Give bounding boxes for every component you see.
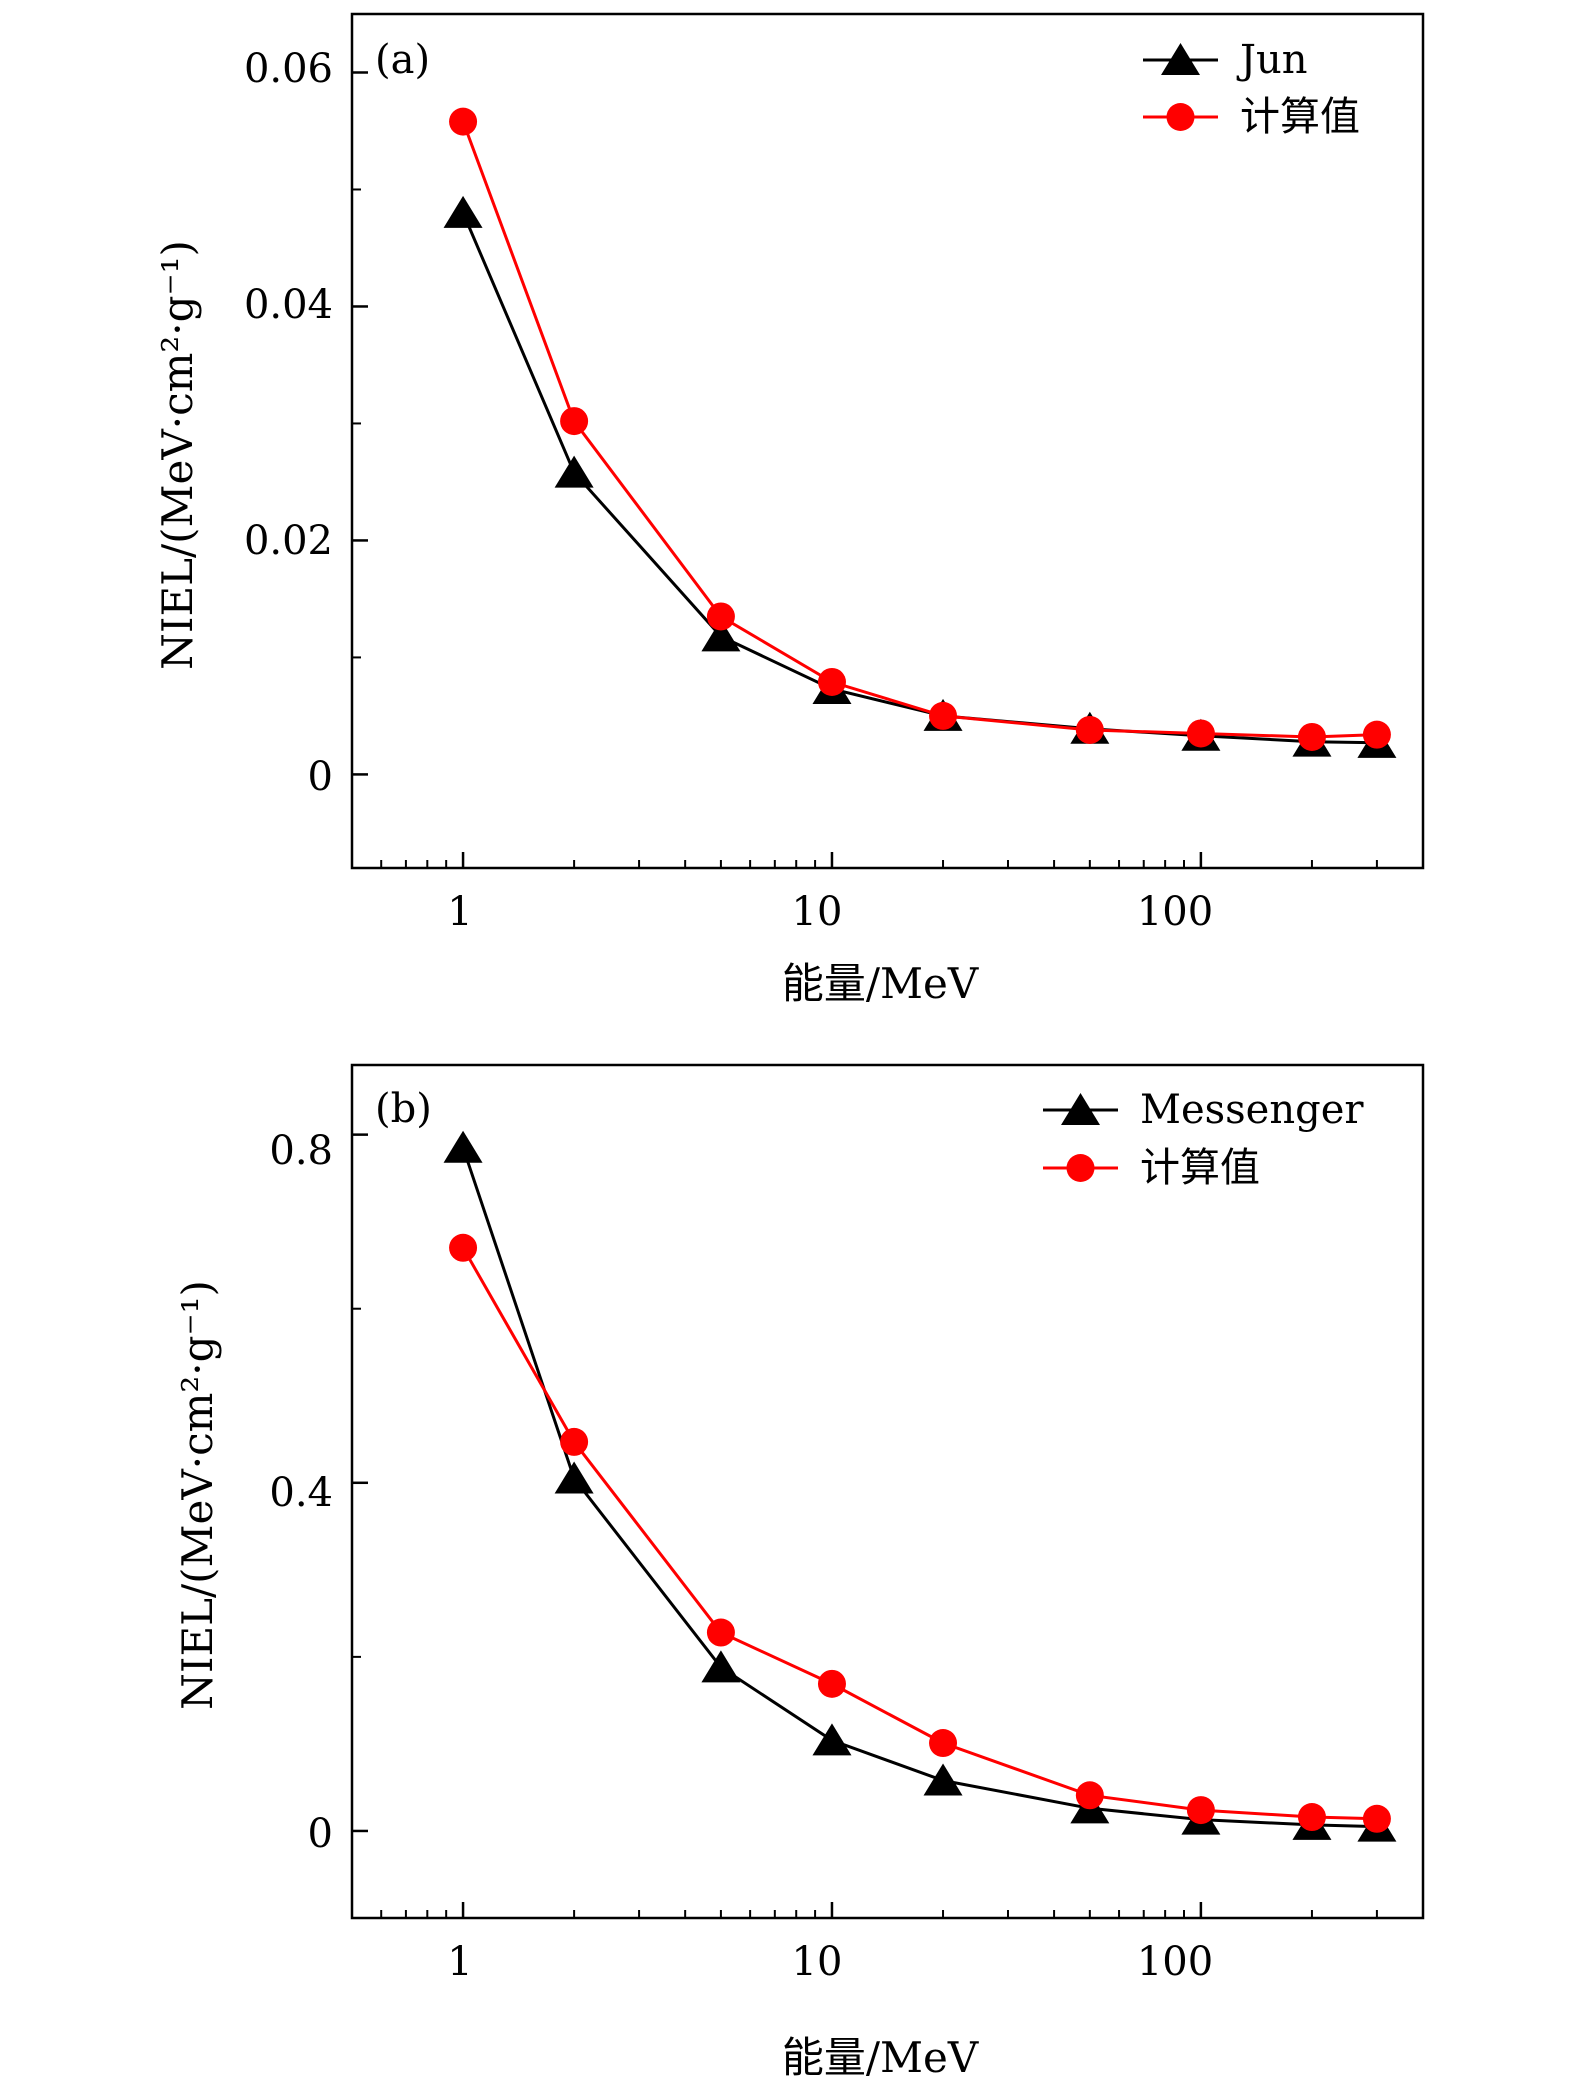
data-point-calculated — [1075, 1781, 1104, 1810]
legend-circle-marker — [1066, 1154, 1095, 1182]
x-axis-title: 能量/MeV — [782, 959, 979, 1008]
data-point-calculated — [706, 602, 735, 631]
data-point-calculated — [817, 1669, 846, 1698]
data-point-calculated — [817, 667, 846, 696]
legend: Jun 计算值 — [1143, 37, 1360, 140]
x-tick-label-1: 1 — [447, 889, 472, 935]
data-point-calculated — [560, 407, 589, 436]
y-tick-label-0.4: 0.4 — [269, 1470, 333, 1516]
x-tick-label-10: 10 — [792, 1939, 843, 1985]
panel-label: (a) — [375, 37, 430, 83]
data-point-reference — [701, 619, 741, 652]
data-point-calculated — [929, 701, 958, 730]
data-point-reference — [923, 1763, 963, 1796]
minor-ticks — [352, 188, 1424, 868]
chart-panel-a: 1 10 100 0 0.02 0.04 0.06 能量/MeV NIEL/(M… — [153, 12, 1425, 1008]
series-layer — [443, 1130, 1397, 1842]
y-tick-label-0.04: 0.04 — [244, 282, 333, 328]
major-ticks — [352, 1133, 1203, 1918]
y-tick-label-0: 0 — [308, 754, 333, 800]
legend-label-calculated: 计算值 — [1140, 1145, 1260, 1191]
data-point-calculated — [1297, 1803, 1326, 1832]
data-point-calculated — [1075, 715, 1104, 744]
x-tick-label-1: 1 — [447, 1939, 472, 1985]
y-tick-label-0.02: 0.02 — [244, 518, 333, 564]
y-axis-title: NIEL/(MeV·cm²·g⁻¹) — [153, 240, 202, 670]
legend: Messenger 计算值 — [1043, 1087, 1364, 1191]
legend-circle-marker — [1166, 103, 1195, 131]
x-axis-title: 能量/MeV — [782, 2033, 979, 2082]
data-point-calculated — [1297, 722, 1326, 751]
x-tick-label-100: 100 — [1137, 889, 1213, 935]
legend-triangle-marker — [1061, 1093, 1100, 1125]
data-point-reference — [701, 1650, 741, 1683]
legend-label-messenger: Messenger — [1140, 1087, 1364, 1133]
data-point-reference — [554, 1461, 594, 1494]
legend-triangle-marker — [1161, 43, 1200, 75]
series-layer — [443, 107, 1397, 758]
y-tick-label-0.06: 0.06 — [244, 46, 333, 92]
data-point-calculated — [1186, 1796, 1215, 1825]
data-point-calculated — [560, 1427, 589, 1456]
y-axis-title: NIEL/(MeV·cm²·g⁻¹) — [173, 1280, 222, 1710]
chart-panel-b: 1 10 100 0 0.4 0.8 能量/MeV NIEL/(MeV·cm²·… — [173, 1063, 1425, 2082]
data-point-calculated — [706, 1618, 735, 1647]
data-point-reference — [443, 195, 483, 228]
y-tick-label-0.8: 0.8 — [269, 1128, 333, 1174]
legend-label-jun: Jun — [1236, 37, 1308, 83]
panel-label: (b) — [375, 1086, 432, 1132]
data-point-calculated — [1362, 1804, 1391, 1833]
data-point-calculated — [1186, 719, 1215, 748]
y-tick-label-0: 0 — [308, 1811, 333, 1857]
data-point-reference — [554, 455, 594, 488]
plot-frame — [350, 12, 1425, 870]
plot-frame — [350, 1063, 1425, 1920]
data-point-calculated — [449, 107, 478, 136]
x-tick-label-10: 10 — [792, 889, 843, 935]
data-point-calculated — [929, 1729, 958, 1758]
legend-label-calculated: 计算值 — [1240, 94, 1360, 140]
data-point-calculated — [449, 1233, 478, 1262]
data-point-reference — [443, 1130, 483, 1163]
data-point-reference — [812, 1723, 852, 1756]
data-point-calculated — [1362, 720, 1391, 749]
x-tick-label-100: 100 — [1137, 1939, 1213, 1985]
major-ticks — [352, 71, 1203, 868]
